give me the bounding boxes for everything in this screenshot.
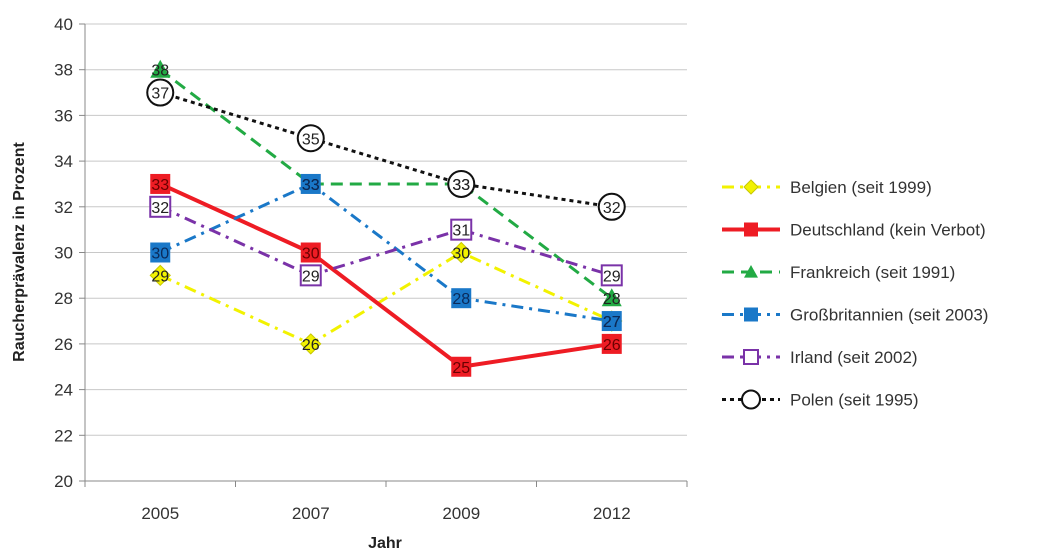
square-marker [150,173,171,194]
open-square-marker [149,195,172,218]
square-marker [744,222,758,237]
square-marker [601,311,622,332]
data-label: 33 [452,177,470,194]
y-tick-label: 32 [54,198,73,217]
triangle-marker [150,59,171,78]
diamond-marker [743,179,759,195]
x-axis-title: Jahr [368,535,402,552]
data-label: 29 [603,268,621,285]
legend-item: Irland (seit 2002) [722,348,918,367]
triangle-marker [601,288,622,307]
data-label: 25 [452,360,470,377]
legend-item: Deutschland (kein Verbot) [722,221,986,240]
series-line [159,182,613,369]
open-circle-marker [296,124,325,153]
y-tick-labels: 20 22 24 26 28 30 32 34 36 38 40 [54,15,73,491]
series-line [159,68,613,300]
data-label: 32 [603,200,621,217]
legend-item: Frankreich (seit 1991) [722,263,955,282]
square-marker [300,242,321,263]
data-label: 28 [452,291,470,308]
square-marker [300,173,321,194]
data-label: 33 [151,177,169,194]
legend-item: Großbritannien (seit 2003) [722,306,988,325]
x-tick-label: 2009 [442,504,480,523]
legend-item: Polen (seit 1995) [722,389,919,410]
y-tick-label: 36 [54,106,73,125]
y-tick-label: 28 [54,289,73,308]
open-square-marker [450,218,473,241]
data-label: 35 [302,131,320,148]
square-marker [601,333,622,354]
data-label: 30 [452,246,470,263]
data-label: 26 [603,337,621,354]
square-marker [451,288,472,309]
data-label: 29 [302,268,320,285]
y-tick-label: 40 [54,15,73,34]
data-label: 37 [151,86,169,103]
data-label: 29 [151,268,169,285]
series-line [159,251,613,346]
y-tick-label: 34 [54,152,73,171]
data-label: 33 [302,177,320,194]
series-lines [159,68,613,369]
y-tick-label: 26 [54,335,73,354]
open-square-marker [743,349,759,365]
square-marker [150,242,171,263]
open-circle-marker [146,78,175,107]
open-square-marker [600,264,623,287]
legend-label: Großbritannien (seit 2003) [790,306,988,325]
legend: Belgien (seit 1999) Deutschland (kein Ver… [722,178,988,410]
y-axis-title: Raucherprävalenz in Prozent [11,142,28,362]
data-label: 32 [151,200,169,217]
data-label: 26 [302,337,320,354]
x-tick-label: 2012 [593,504,631,523]
open-circle-marker [447,169,476,198]
legend-label: Frankreich (seit 1991) [790,263,955,282]
data-label: 27 [603,314,621,331]
triangle-marker [744,265,758,278]
series-line [159,205,613,277]
y-tick-label: 20 [54,472,73,491]
x-tick-label: 2005 [141,504,179,523]
data-label: 28 [603,291,621,308]
x-tick-labels: 2005 2007 2009 2012 [141,504,630,523]
y-tick-label: 24 [54,381,73,400]
data-label: 30 [302,246,320,263]
y-tick-label: 30 [54,244,73,263]
data-markers [146,59,626,377]
series-line [159,91,612,209]
square-marker [744,307,758,322]
y-tick-label: 38 [54,61,73,80]
legend-label: Belgien (seit 1999) [790,178,932,197]
data-label: 27 [603,314,621,331]
open-square-marker [299,264,322,287]
x-tick-label: 2007 [292,504,330,523]
diamond-marker [450,241,472,264]
diamond-marker [300,333,322,355]
data-label: 33 [302,177,320,194]
data-label: 38 [151,63,169,80]
data-label: 31 [452,223,470,240]
legend-label: Polen (seit 1995) [790,391,919,410]
axes [84,24,688,487]
open-circle-marker [741,389,761,410]
y-tick-label: 22 [54,426,73,445]
series-line [159,182,612,323]
diamond-marker [149,264,171,287]
legend-label: Irland (seit 2002) [790,348,918,367]
data-label: 30 [151,246,169,263]
data-label: 33 [452,177,470,194]
legend-item: Belgien (seit 1999) [722,178,932,197]
legend-label: Deutschland (kein Verbot) [790,221,986,240]
square-marker [451,356,472,377]
open-circle-marker [597,192,626,221]
